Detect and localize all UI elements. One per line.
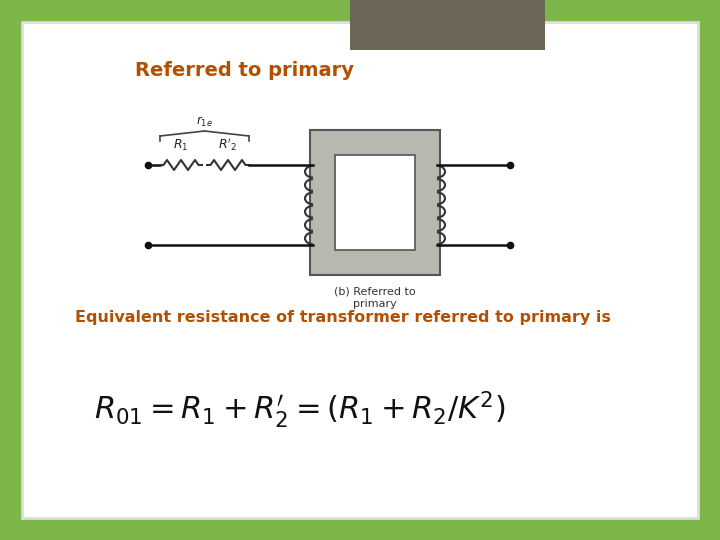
Text: Equivalent resistance of transformer referred to primary is: Equivalent resistance of transformer ref… — [75, 310, 611, 325]
Bar — [350, 0, 545, 50]
Text: $R_{01}= R_1 + R_2^{\prime} = (R_1 + R_2 / K^2)$: $R_{01}= R_1 + R_2^{\prime} = (R_1 + R_2… — [94, 389, 505, 430]
Bar — [310, 130, 440, 275]
Text: Referred to primary: Referred to primary — [135, 61, 354, 80]
Text: $R_1$: $R_1$ — [174, 138, 189, 153]
Text: (b) Referred to
primary: (b) Referred to primary — [334, 287, 416, 308]
Text: $r_{1e}$: $r_{1e}$ — [196, 115, 213, 129]
Bar — [335, 155, 415, 250]
Text: $R'_2$: $R'_2$ — [218, 137, 238, 153]
FancyBboxPatch shape — [22, 22, 698, 518]
